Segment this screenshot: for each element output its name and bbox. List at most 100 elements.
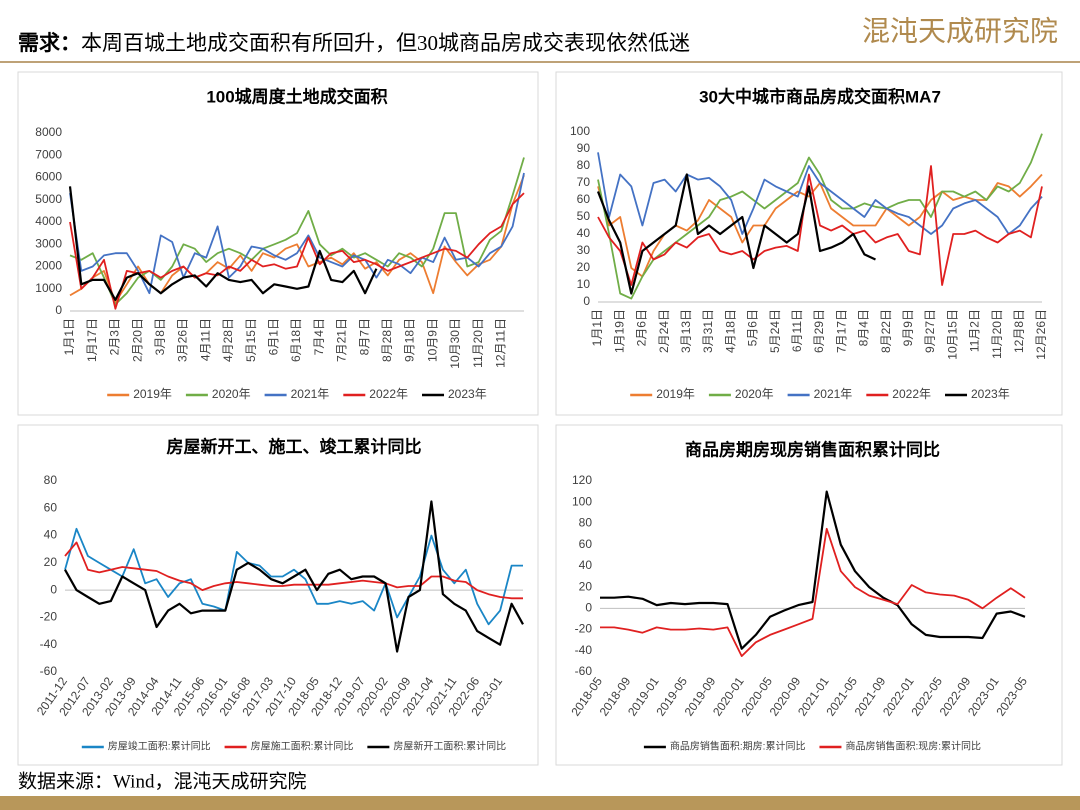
x-tick-label: 12月11日 — [493, 318, 507, 368]
series-line — [69, 174, 525, 303]
legend-label: 2021年 — [814, 387, 853, 401]
x-tick-label: 2月6日 — [635, 309, 649, 346]
y-tick-label: 90 — [577, 141, 591, 155]
slide-title: 需求：本周百城土地成交面积有所回升，但30城商品房成交表现依然低迷 — [18, 31, 690, 55]
legend-label: 2020年 — [735, 387, 774, 401]
chart-title: 房屋新开工、施工、竣工累计同比 — [167, 436, 422, 456]
y-tick-label: -20 — [40, 610, 58, 624]
y-tick-label: 0 — [50, 582, 57, 596]
legend-label: 房屋施工面积:累计同比 — [251, 740, 354, 753]
x-tick-label: 5月24日 — [768, 309, 782, 353]
x-tick-label: 8月22日 — [879, 309, 893, 353]
x-tick-label: 3月13日 — [679, 309, 693, 353]
y-tick-label: 60 — [44, 500, 58, 514]
x-tick-label: 11月20日 — [990, 309, 1004, 359]
y-tick-label: 20 — [44, 555, 58, 569]
x-tick-label: 1月17日 — [85, 318, 99, 362]
x-tick-label: 6月1日 — [266, 318, 280, 355]
y-tick-label: 2000 — [35, 259, 62, 273]
y-tick-label: 60 — [577, 192, 591, 206]
y-tick-label: 50 — [577, 209, 591, 223]
x-tick-label: 6月18日 — [289, 318, 303, 362]
y-tick-label: 40 — [577, 226, 591, 240]
series-line — [69, 192, 525, 310]
series-line — [69, 172, 525, 295]
series-line — [68, 186, 378, 301]
y-tick-label: 20 — [579, 579, 593, 593]
y-tick-label: 100 — [570, 124, 590, 138]
legend: 商品房销售面积:期房:累计同比 商品房销售面积:现房:累计同比 — [643, 740, 981, 753]
y-tick-label: 80 — [44, 473, 58, 487]
x-tick-label: 11月2日 — [968, 309, 982, 352]
series-line — [597, 165, 1043, 286]
series-line — [597, 152, 1043, 235]
y-tick-label: -40 — [40, 637, 58, 651]
legend-label: 房屋竣工面积:累计同比 — [108, 740, 211, 753]
legend-label: 2023年 — [448, 387, 487, 401]
y-tick-label: 4000 — [35, 214, 62, 228]
legend-label: 2021年 — [291, 387, 330, 401]
title-label: 需求： — [18, 31, 81, 55]
series-line — [596, 173, 876, 295]
y-tick-label: 60 — [579, 537, 593, 551]
x-tick-label: 10月15日 — [945, 309, 959, 360]
legend: 2019年 2020年 2021年 2022年 2023年 — [630, 387, 1010, 401]
x-tick-label: 8月4日 — [857, 309, 871, 346]
legend: 房屋竣工面积:累计同比 房屋施工面积:累计同比 房屋新开工面积:累计同比 — [81, 740, 506, 753]
title-text: 本周百城土地成交面积有所回升，但30城商品房成交表现依然低迷 — [81, 31, 690, 55]
x-tick-label: 2月20日 — [130, 318, 144, 362]
x-tick-label: 9月27日 — [923, 309, 937, 353]
x-tick-label: 1月1日 — [62, 318, 76, 355]
x-tick-label: 6月11日 — [790, 309, 804, 352]
y-tick-label: 40 — [579, 558, 593, 572]
x-tick-label: 3月31日 — [701, 309, 715, 353]
series-line — [69, 157, 525, 306]
chart-title: 100城周度土地成交面积 — [206, 86, 387, 106]
legend-label: 2022年 — [892, 387, 931, 401]
legend-label: 商品房销售面积:现房:累计同比 — [845, 740, 981, 753]
x-tick-label: 4月11日 — [198, 318, 212, 361]
chart-title: 30大中城市商品房成交面积MA7 — [699, 86, 941, 106]
y-tick-label: 120 — [572, 473, 592, 487]
panel — [555, 71, 1063, 416]
x-tick-label: 12月8日 — [1012, 309, 1026, 353]
x-tick-label: 4月28日 — [221, 318, 235, 362]
x-tick-label: 8月7日 — [357, 318, 371, 355]
x-tick-label: 10月30日 — [448, 318, 462, 369]
x-tick-label: 5月15日 — [244, 318, 258, 362]
y-tick-label: 7000 — [35, 147, 62, 161]
x-tick-label: 9月9日 — [901, 309, 915, 346]
y-tick-label: 20 — [577, 260, 591, 274]
logo: 混沌天成研究院 — [862, 15, 1058, 47]
legend-label: 2020年 — [212, 387, 251, 401]
y-tick-label: 0 — [585, 601, 592, 615]
y-tick-label: 80 — [577, 158, 591, 172]
x-tick-label: 4月18日 — [723, 309, 737, 353]
y-tick-label: 6000 — [35, 170, 62, 184]
x-tick-label: 7月21日 — [335, 318, 349, 362]
x-tick-label: 3月26日 — [176, 318, 190, 362]
y-tick-label: -20 — [575, 622, 593, 636]
x-tick-label: 1月19日 — [612, 309, 626, 353]
legend-label: 2022年 — [369, 387, 408, 401]
y-tick-label: 0 — [55, 303, 62, 317]
series-line — [64, 527, 523, 626]
y-tick-label: 10 — [577, 277, 591, 291]
panel — [555, 424, 1063, 766]
x-tick-label: 11月20日 — [471, 318, 485, 368]
panel — [17, 71, 539, 416]
footer-bar — [0, 796, 1080, 810]
chart-title: 商品房期房现房销售面积累计同比 — [685, 439, 940, 459]
series-line — [64, 541, 523, 600]
series-line — [64, 500, 524, 653]
y-tick-label: 1000 — [35, 281, 62, 295]
legend-label: 商品房销售面积:期房:累计同比 — [670, 740, 806, 753]
legend-label: 房屋新开工面积:累计同比 — [393, 740, 506, 753]
x-tick-label: 1月1日 — [590, 309, 604, 346]
y-tick-label: 80 — [579, 516, 593, 530]
x-tick-label: 2月24日 — [657, 309, 671, 353]
x-tick-label: 8月28日 — [380, 318, 394, 362]
x-tick-label: 6月29日 — [812, 309, 826, 353]
